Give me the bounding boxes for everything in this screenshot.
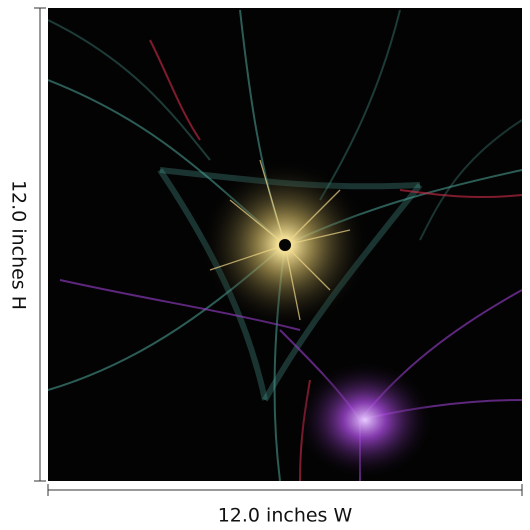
width-bracket: [47, 484, 523, 496]
height-label: 12.0 inches H: [8, 180, 30, 310]
artwork: [48, 8, 522, 481]
width-label: 12.0 inches W: [218, 505, 353, 527]
height-bracket: [34, 7, 46, 482]
